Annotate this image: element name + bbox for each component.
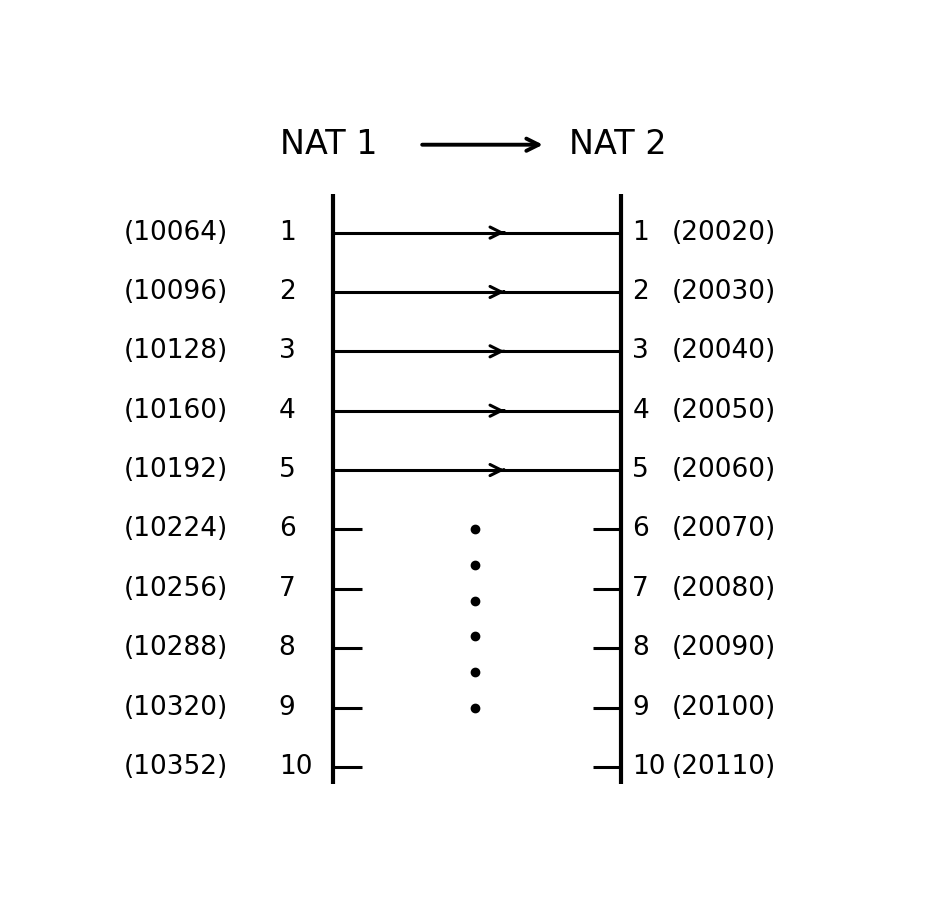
Text: (10128): (10128)	[124, 339, 228, 364]
Text: 10: 10	[632, 754, 666, 780]
Text: 3: 3	[632, 339, 649, 364]
Text: (10224): (10224)	[124, 517, 228, 542]
Text: (20050): (20050)	[672, 398, 776, 424]
Text: (20040): (20040)	[672, 339, 776, 364]
Text: 6: 6	[632, 517, 649, 542]
Text: 6: 6	[278, 517, 295, 542]
Text: (20020): (20020)	[672, 220, 776, 246]
Text: (20070): (20070)	[672, 517, 776, 542]
Text: (20080): (20080)	[672, 576, 776, 602]
Text: 8: 8	[278, 635, 295, 661]
Text: (10064): (10064)	[124, 220, 228, 246]
Text: 2: 2	[632, 279, 649, 305]
Text: NAT 1: NAT 1	[280, 128, 378, 162]
Text: 9: 9	[278, 695, 295, 720]
Text: (10096): (10096)	[124, 279, 228, 305]
Text: (10288): (10288)	[124, 635, 228, 661]
Text: (20100): (20100)	[672, 695, 776, 720]
Text: (10160): (10160)	[124, 398, 228, 424]
Text: (10320): (10320)	[124, 695, 228, 720]
Text: 10: 10	[278, 754, 312, 780]
Text: 5: 5	[632, 457, 649, 483]
Text: 4: 4	[278, 398, 295, 424]
Text: 5: 5	[278, 457, 295, 483]
Text: (10192): (10192)	[124, 457, 228, 483]
Text: (20030): (20030)	[672, 279, 776, 305]
Text: 1: 1	[278, 220, 295, 246]
Text: (20060): (20060)	[672, 457, 776, 483]
Text: NAT 2: NAT 2	[569, 128, 667, 162]
Text: 7: 7	[278, 576, 295, 602]
Text: 1: 1	[632, 220, 649, 246]
Text: 9: 9	[632, 695, 649, 720]
Text: (20090): (20090)	[672, 635, 776, 661]
Text: 3: 3	[278, 339, 295, 364]
Text: 2: 2	[278, 279, 295, 305]
Text: (20110): (20110)	[672, 754, 776, 780]
Text: (10256): (10256)	[124, 576, 228, 602]
Text: (10352): (10352)	[124, 754, 228, 780]
Text: 7: 7	[632, 576, 649, 602]
Text: 4: 4	[632, 398, 649, 424]
Text: 8: 8	[632, 635, 649, 661]
